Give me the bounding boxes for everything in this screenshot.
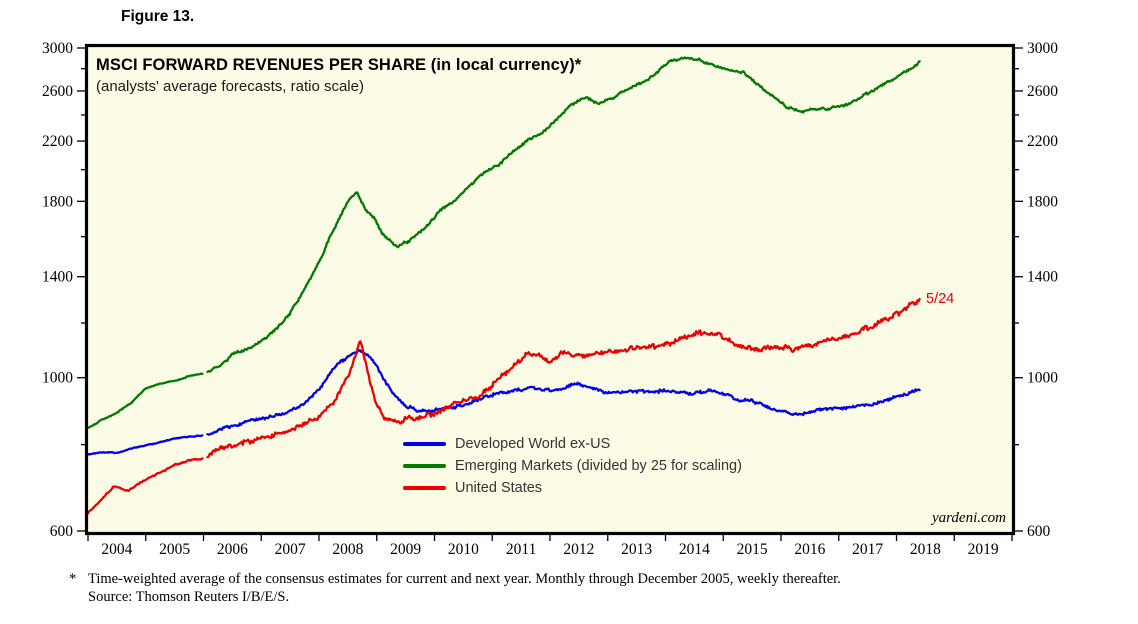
svg-text:2014: 2014 — [679, 541, 710, 558]
svg-text:1000: 1000 — [42, 370, 73, 387]
svg-text:1000: 1000 — [1027, 370, 1058, 387]
series-end-date-label: 5/24 — [926, 291, 955, 307]
svg-text:600: 600 — [1027, 523, 1051, 540]
svg-text:3000: 3000 — [42, 40, 73, 57]
line-swatch-green — [403, 464, 446, 468]
legend-item-developed-world: Developed World ex-US — [403, 433, 742, 455]
svg-text:2016: 2016 — [794, 541, 825, 558]
series-line-united-states — [87, 457, 204, 515]
svg-text:2600: 2600 — [1027, 83, 1058, 100]
footnote-line-2: Source: Thomson Reuters I/B/E/S. — [88, 588, 290, 605]
legend-label: Developed World ex-US — [455, 436, 611, 452]
svg-text:2200: 2200 — [42, 133, 73, 150]
series-line-developed-world-ex-us — [206, 348, 921, 436]
series-lines — [87, 56, 921, 515]
footnote: * Time-weighted average of the consensus… — [69, 571, 841, 606]
footnote-marker: * — [69, 571, 77, 587]
series-line-united-states — [206, 297, 921, 459]
chart-legend: Developed World ex-US Emerging Markets (… — [403, 433, 742, 499]
series-line-developed-world-ex-us — [87, 434, 204, 456]
series-line-emerging-markets-divided-by-for-scaling — [206, 56, 921, 373]
svg-text:2004: 2004 — [101, 541, 132, 558]
svg-text:2015: 2015 — [737, 541, 768, 558]
footnote-line-1: Time-weighted average of the consensus e… — [88, 571, 841, 587]
svg-text:1800: 1800 — [1027, 193, 1058, 210]
legend-label: Emerging Markets (divided by 25 for scal… — [455, 458, 742, 474]
axis-tick-labels: 600 600 1000 1000 1400 1400 1800 1800 2200 2200 26… — [42, 40, 1058, 558]
svg-text:2012: 2012 — [563, 541, 594, 558]
svg-text:2013: 2013 — [621, 541, 652, 558]
chart-subtitle: (analysts' average forecasts, ratio scal… — [96, 78, 364, 95]
svg-text:2010: 2010 — [448, 541, 479, 558]
line-swatch-red — [403, 486, 446, 490]
svg-text:1400: 1400 — [42, 269, 73, 286]
svg-text:600: 600 — [50, 523, 74, 540]
svg-text:1800: 1800 — [42, 193, 73, 210]
svg-text:2017: 2017 — [852, 541, 883, 558]
svg-text:2007: 2007 — [275, 541, 306, 558]
svg-text:2011: 2011 — [506, 541, 536, 558]
svg-text:2019: 2019 — [968, 541, 999, 558]
svg-text:2018: 2018 — [910, 541, 941, 558]
svg-text:2005: 2005 — [159, 541, 190, 558]
figure-label: Figure 13. — [121, 8, 195, 25]
svg-text:3000: 3000 — [1027, 40, 1058, 57]
watermark: yardeni.com — [931, 510, 1006, 526]
legend-item-emerging-markets: Emerging Markets (divided by 25 for scal… — [403, 455, 742, 477]
chart-title: MSCI FORWARD REVENUES PER SHARE (in loca… — [96, 56, 582, 74]
svg-text:2008: 2008 — [332, 541, 363, 558]
footnote-text: Time-weighted average of the consensus e… — [88, 571, 841, 606]
line-swatch-blue — [403, 442, 446, 446]
series-line-emerging-markets-divided-by-for-scaling — [87, 372, 204, 430]
svg-text:2200: 2200 — [1027, 133, 1058, 150]
svg-text:2600: 2600 — [42, 83, 73, 100]
plot-frame — [84, 43, 1016, 536]
legend-label: United States — [455, 480, 543, 496]
svg-text:1400: 1400 — [1027, 269, 1058, 286]
svg-text:2006: 2006 — [217, 541, 248, 558]
legend-item-united-states: United States — [403, 477, 742, 499]
svg-text:2009: 2009 — [390, 541, 421, 558]
